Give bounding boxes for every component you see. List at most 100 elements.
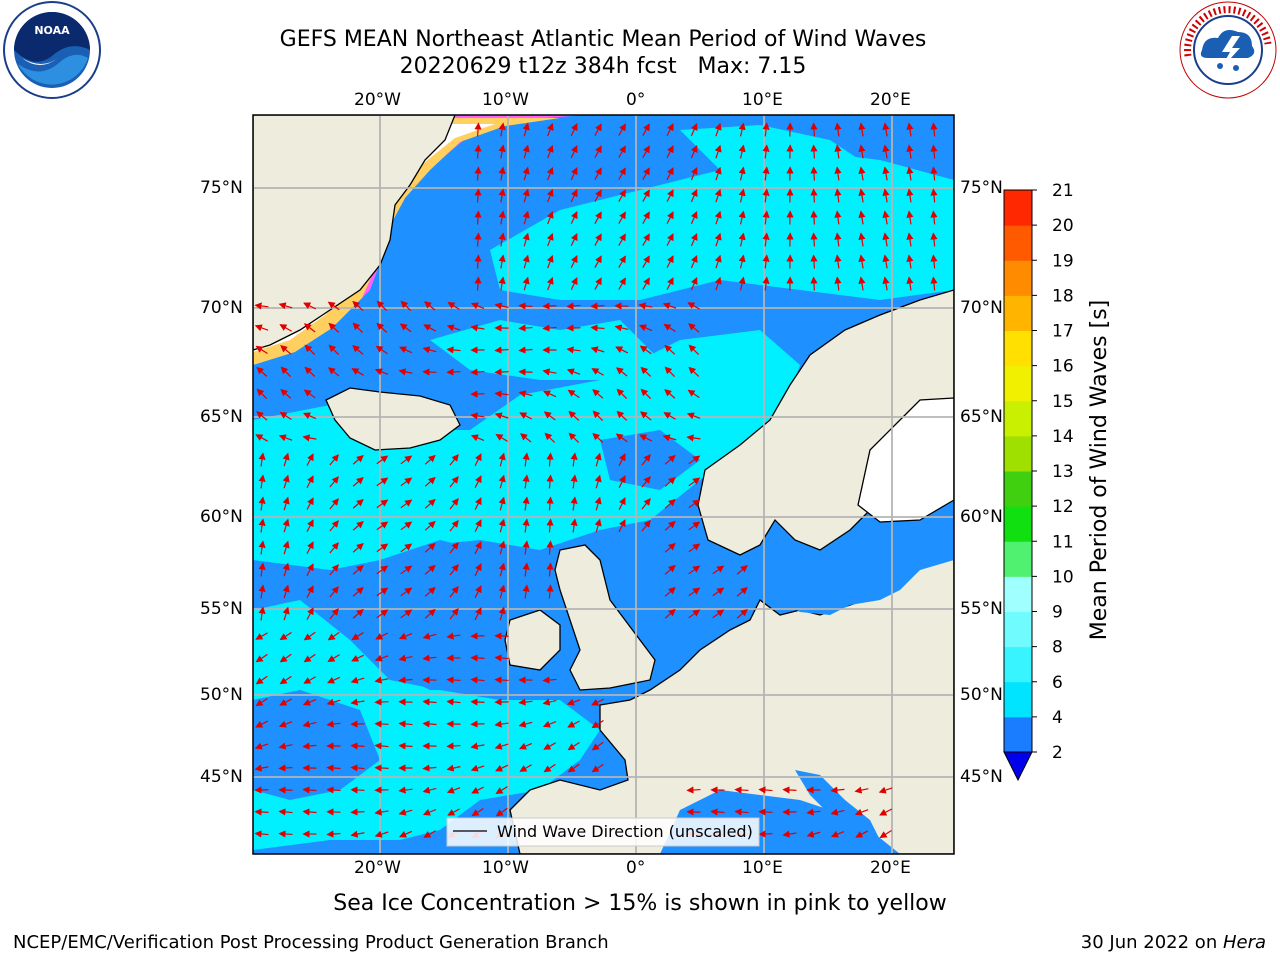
wave-direction-arrow [690, 122, 698, 137]
wave-direction-arrow [282, 452, 290, 467]
wave-direction-arrow [449, 497, 459, 510]
wave-direction-arrow [664, 344, 676, 355]
wave-direction-arrow [326, 830, 341, 838]
wave-direction-arrow [642, 277, 650, 290]
wave-direction-arrow [570, 189, 578, 203]
lat-label-right-45n: 45°N [960, 767, 1003, 787]
wave-direction-arrow [592, 432, 604, 443]
wave-direction-arrow [329, 542, 339, 554]
wave-direction-arrow [470, 698, 485, 706]
wave-direction-arrow [810, 144, 818, 159]
wave-direction-arrow [566, 302, 581, 310]
wave-direction-arrow [398, 830, 413, 838]
wave-direction-arrow [686, 786, 701, 794]
wave-direction-arrow [642, 189, 650, 202]
wave-direction-arrow [350, 830, 365, 838]
colorbar-segment [1004, 541, 1032, 577]
wave-direction-arrow [304, 344, 316, 355]
lon-label-bottom-20e: 20°E [870, 858, 911, 878]
wave-direction-arrow [906, 276, 914, 291]
wave-direction-arrow [306, 541, 314, 555]
wave-direction-arrow [449, 519, 459, 532]
wave-direction-arrow [255, 345, 268, 355]
wave-direction-arrow [570, 496, 578, 511]
wave-direction-arrow [422, 368, 437, 376]
wave-direction-arrow [449, 585, 459, 598]
wave-direction-arrow [474, 166, 482, 181]
wave-direction-arrow [522, 496, 530, 511]
wave-direction-arrow [666, 145, 674, 159]
wave-direction-arrow [834, 166, 842, 181]
wave-direction-arrow [374, 698, 389, 706]
wave-direction-arrow [834, 144, 842, 159]
wave-direction-arrow [282, 474, 290, 489]
wave-direction-arrow [618, 475, 626, 489]
wave-direction-arrow [687, 389, 700, 399]
wave-direction-arrow [518, 324, 533, 332]
wave-direction-arrow [641, 519, 651, 532]
land-masses [253, 115, 954, 854]
wave-direction-arrow [303, 389, 316, 399]
wave-direction-arrow [255, 698, 268, 707]
wave-direction-arrow [375, 345, 388, 355]
wave-direction-arrow [374, 808, 389, 816]
wave-direction-arrow [930, 188, 938, 203]
footer-credit: NCEP/EMC/Verification Post Processing Pr… [13, 932, 609, 953]
wave-direction-arrow [570, 452, 578, 467]
wave-direction-arrow [688, 344, 700, 356]
wave-direction-arrow [810, 122, 818, 137]
wave-direction-arrow [352, 586, 364, 597]
wave-direction-arrow [474, 276, 482, 291]
lon-label-bottom-20w: 20°W [354, 858, 401, 878]
wave-direction-arrow [306, 563, 314, 577]
lon-label-top-10e: 10°E [742, 90, 783, 110]
wave-direction-arrow [474, 254, 482, 269]
wave-direction-arrow [400, 587, 413, 597]
colorbar-tick-label: 18 [1052, 286, 1074, 306]
wave-direction-arrow [302, 808, 317, 816]
wave-direction-arrow [474, 585, 482, 599]
wave-direction-arrow [566, 368, 581, 376]
wave-direction-arrow [474, 541, 482, 555]
wave-direction-arrow [666, 167, 674, 181]
colorbar-tick-label: 10 [1052, 567, 1074, 587]
colorbar-tick-label: 13 [1052, 462, 1074, 482]
wave-direction-arrow [498, 166, 506, 181]
wave-direction-arrow [278, 764, 293, 772]
wave-direction-arrow [834, 210, 842, 225]
wave-direction-arrow [522, 166, 530, 181]
wave-direction-arrow [474, 607, 482, 621]
wave-direction-arrow [279, 411, 292, 421]
wave-direction-arrow [306, 519, 314, 533]
wave-direction-arrow [542, 324, 557, 332]
wave-direction-arrow [350, 808, 365, 816]
wave-direction-arrow [400, 300, 412, 311]
colorbar-tick-label: 12 [1052, 497, 1074, 517]
wave-direction-arrow [834, 254, 842, 269]
wave-direction-arrow [882, 122, 890, 137]
wave-direction-arrow [664, 454, 676, 465]
wave-direction-arrow [256, 388, 268, 400]
wave-direction-arrow [522, 122, 530, 137]
wave-direction-arrow [258, 452, 266, 467]
wave-direction-arrow [858, 210, 866, 225]
wave-direction-arrow [423, 830, 436, 838]
wave-direction-arrow [570, 277, 578, 291]
wave-direction-arrow [879, 830, 892, 839]
wave-direction-arrow [591, 698, 605, 706]
wave-direction-arrow [447, 808, 461, 816]
wave-direction-arrow [352, 476, 364, 487]
colorbar-segment [1004, 435, 1032, 472]
wave-direction-arrow [422, 632, 437, 640]
wave-direction-arrow [546, 496, 554, 511]
plot-subtitle: 20220629 t12z 384h fcst Max: 7.15 [399, 54, 807, 79]
wave-direction-arrow [590, 302, 605, 310]
wave-direction-arrow [329, 520, 339, 532]
wave-direction-arrow [615, 433, 628, 443]
wave-direction-arrow [714, 254, 722, 269]
wave-direction-arrow [470, 412, 485, 420]
wave-direction-arrow [591, 368, 604, 376]
wave-direction-arrow [664, 366, 676, 378]
wave-direction-arrow [255, 675, 268, 685]
wave-direction-arrow [329, 608, 339, 620]
